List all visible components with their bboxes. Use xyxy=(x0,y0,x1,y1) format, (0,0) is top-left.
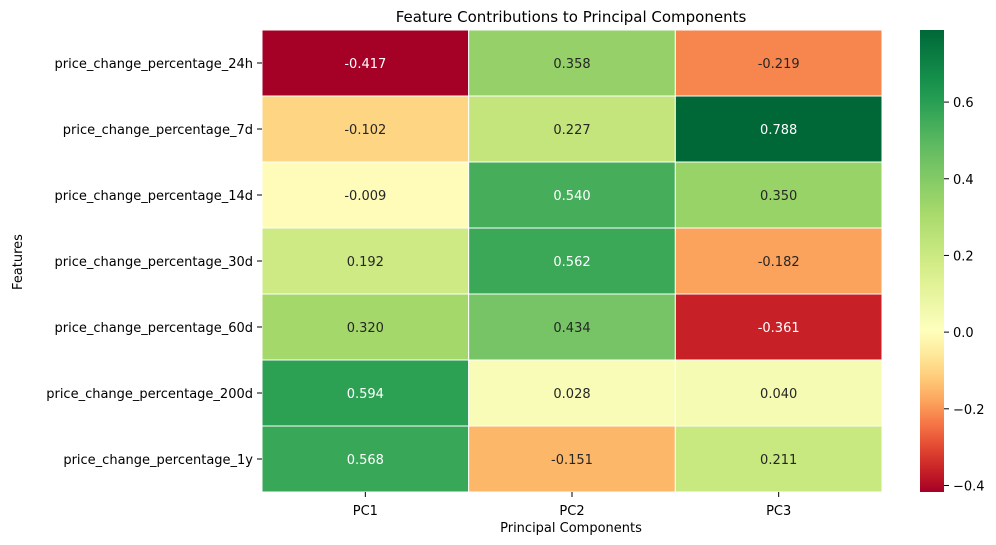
chart-title: Feature Contributions to Principal Compo… xyxy=(396,8,747,26)
y-tick-label: price_change_percentage_7d xyxy=(63,123,253,138)
heatmap-cell xyxy=(468,95,676,163)
cell-value-label: 0.434 xyxy=(553,321,590,336)
colorbar-tick-label: −0.2 xyxy=(953,403,985,418)
heatmap-cell xyxy=(674,227,883,295)
y-tick-label: price_change_percentage_200d xyxy=(46,387,253,402)
colorbar-tick-label: −0.4 xyxy=(953,479,985,494)
cell-value-label: 0.788 xyxy=(760,123,797,138)
colorbar-tick-label: 0.0 xyxy=(953,326,974,341)
cell-value-label: 0.568 xyxy=(347,453,384,468)
cell-value-label: -0.102 xyxy=(344,123,386,138)
heatmap-cells xyxy=(261,29,883,493)
cell-value-labels: -0.417 0.358 -0.219 -0.102 0.227 0.788 -0.009 0… xyxy=(344,57,799,468)
colorbar-tick-label: 0.4 xyxy=(953,173,974,188)
colorbar-tick-label: 0.2 xyxy=(953,249,974,264)
x-tick-label: PC3 xyxy=(766,504,791,519)
heatmap-cell xyxy=(261,95,470,163)
heatmap-cell xyxy=(674,293,883,361)
cell-value-label: 0.320 xyxy=(347,321,384,336)
y-tick-label: price_change_percentage_60d xyxy=(55,321,254,336)
x-tick-label: PC2 xyxy=(559,504,584,519)
heatmap-cell xyxy=(468,359,676,427)
cell-value-label: 0.350 xyxy=(760,189,797,204)
cell-value-label: -0.151 xyxy=(551,453,593,468)
y-axis: price_change_percentage_24h price_change_… xyxy=(46,57,262,468)
heatmap-cell xyxy=(674,29,883,97)
colorbar: −0.4 −0.2 0.0 0.2 0.4 0.6 xyxy=(920,30,985,494)
heatmap-cell xyxy=(468,29,676,97)
heatmap-cell xyxy=(468,425,676,493)
y-axis-label: Features xyxy=(11,234,26,290)
colorbar-tick-label: 0.6 xyxy=(953,96,974,111)
heatmap-cell xyxy=(261,29,470,97)
cell-value-label: -0.417 xyxy=(344,57,386,72)
cell-value-label: -0.009 xyxy=(344,189,386,204)
y-tick-label: price_change_percentage_24h xyxy=(55,57,254,72)
y-tick-label: price_change_percentage_1y xyxy=(63,453,253,468)
cell-value-label: 0.211 xyxy=(760,453,797,468)
heatmap-cell xyxy=(261,425,470,493)
cell-value-label: 0.028 xyxy=(553,387,590,402)
cell-value-label: 0.358 xyxy=(553,57,590,72)
y-tick-label: price_change_percentage_14d xyxy=(55,189,254,204)
heatmap-cell xyxy=(674,95,883,163)
cell-value-label: 0.540 xyxy=(553,189,590,204)
heatmap-cell xyxy=(468,293,676,361)
cell-value-label: 0.594 xyxy=(347,387,384,402)
heatmap-cell xyxy=(261,227,470,295)
heatmap-cell xyxy=(468,161,676,229)
cell-value-label: -0.361 xyxy=(758,321,800,336)
cell-value-label: -0.219 xyxy=(758,57,800,72)
colorbar-gradient xyxy=(920,30,944,492)
heatmap-cell xyxy=(261,293,470,361)
x-tick-label: PC1 xyxy=(353,504,378,519)
cell-value-label: 0.227 xyxy=(553,123,590,138)
cell-value-label: 0.192 xyxy=(347,255,384,270)
heatmap-cell xyxy=(674,359,883,427)
cell-value-label: -0.182 xyxy=(758,255,800,270)
cell-value-label: 0.562 xyxy=(553,255,590,270)
x-axis: PC1 PC2 PC3 xyxy=(353,492,791,519)
x-axis-label: Principal Components xyxy=(500,521,642,536)
cell-value-label: 0.040 xyxy=(760,387,797,402)
y-tick-label: price_change_percentage_30d xyxy=(55,255,254,270)
heatmap-cell xyxy=(674,425,883,493)
